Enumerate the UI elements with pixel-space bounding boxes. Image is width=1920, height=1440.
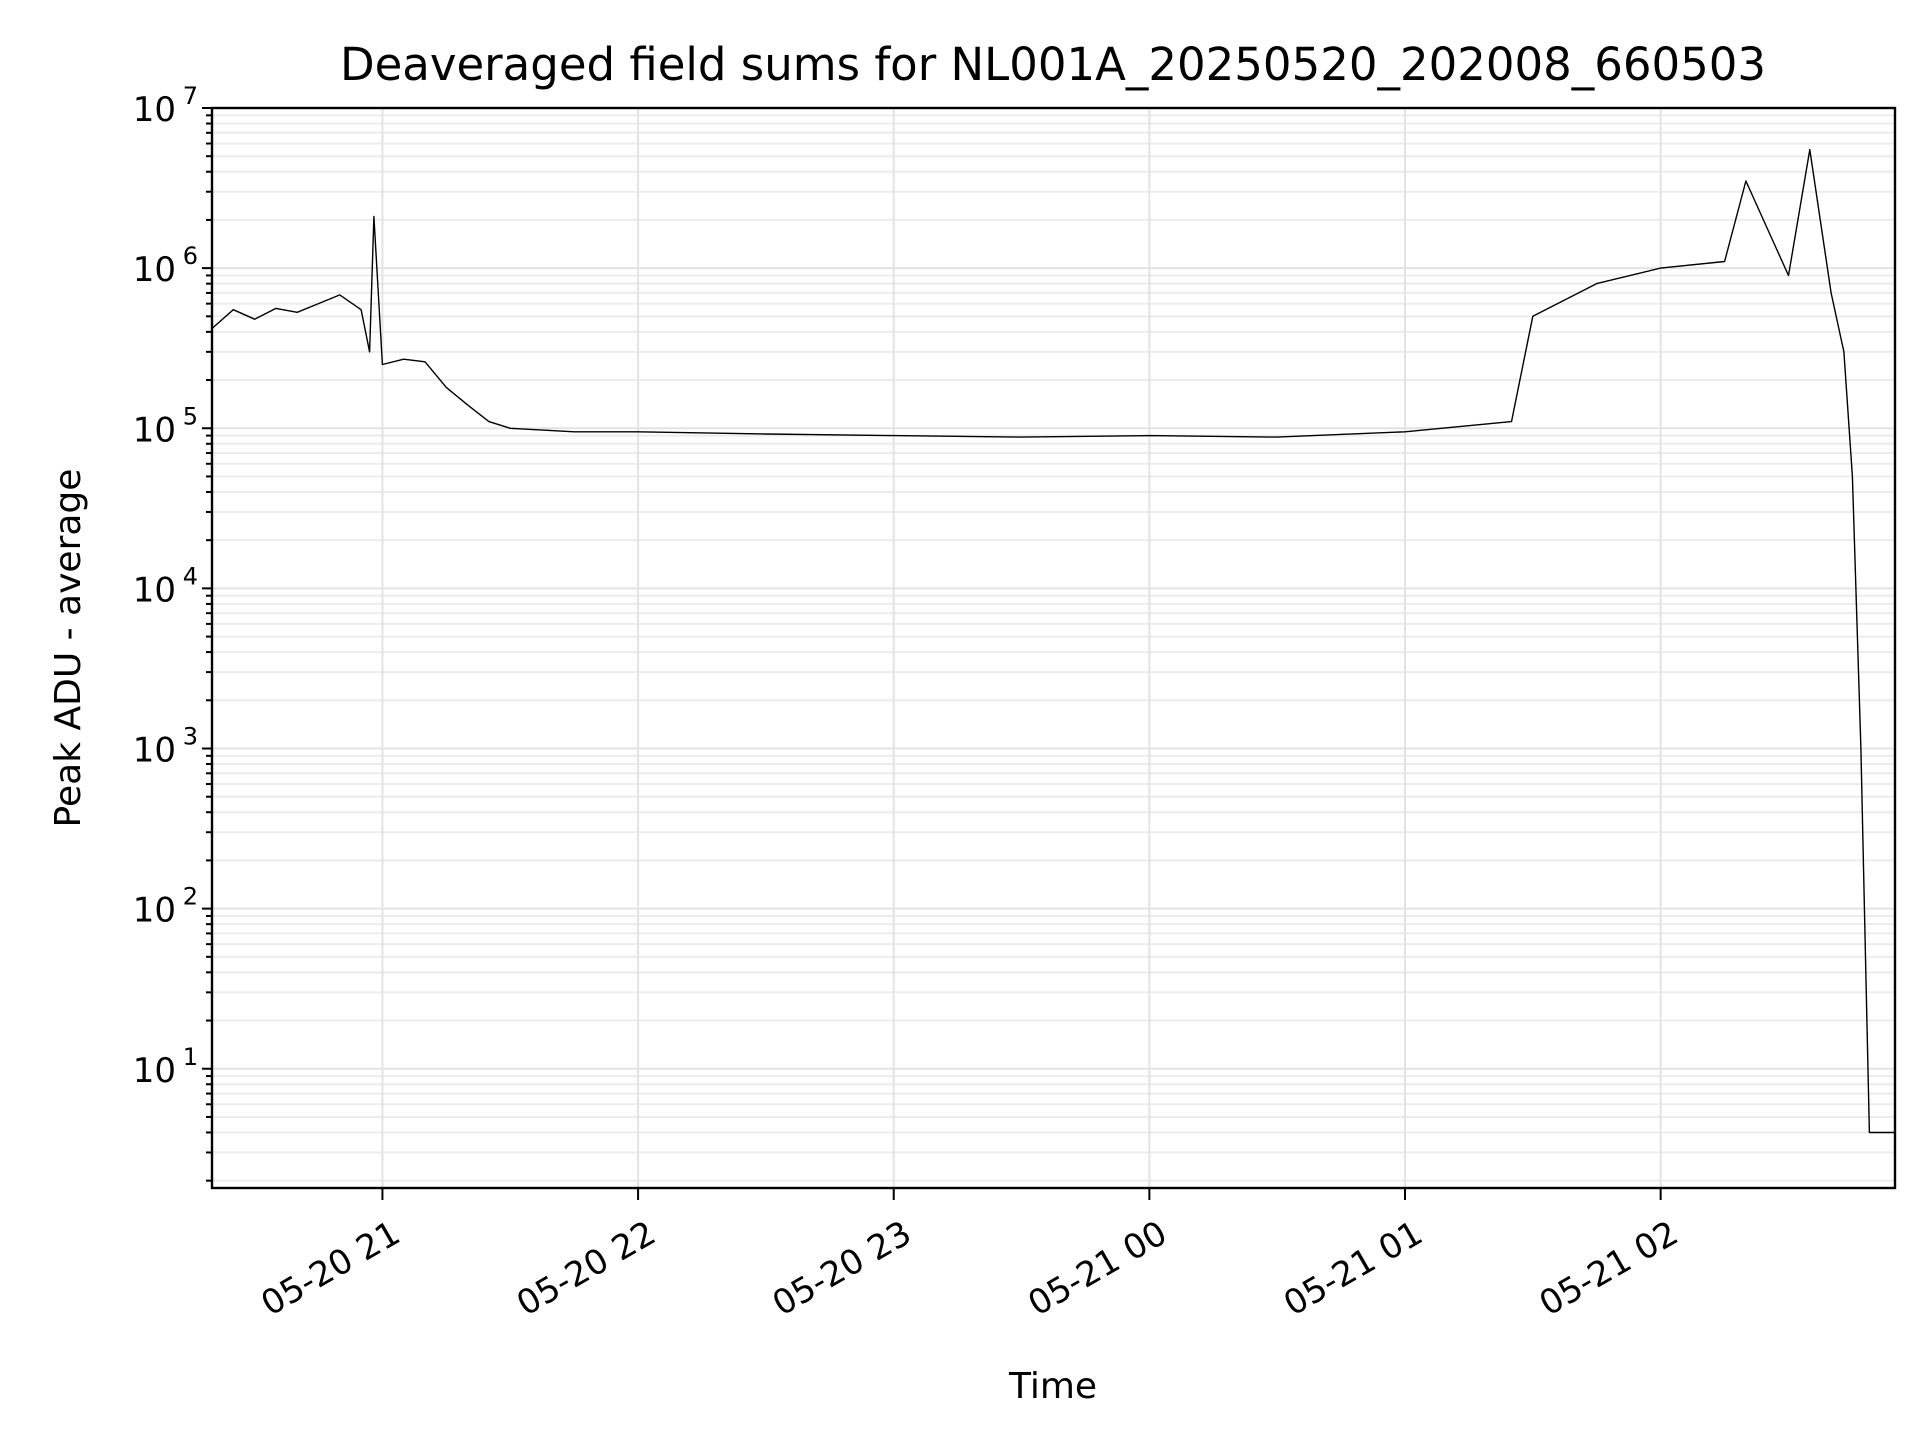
y-tick-label: 10 xyxy=(133,731,176,771)
x-axis: 05-20 21 05-20 22 05-20 23 05-21 00 05-21 01… xyxy=(255,1188,1685,1324)
y-tick-label: 10 xyxy=(133,570,176,610)
y-tick-exponent: 3 xyxy=(183,723,198,751)
y-tick-base: 10 xyxy=(133,1051,176,1091)
y-tick-label: 10 xyxy=(133,1051,176,1091)
y-tick-label: 10 xyxy=(133,410,176,450)
y-tick-base: 10 xyxy=(133,731,176,771)
y-tick-exponent: 5 xyxy=(183,402,198,430)
y-tick-base: 10 xyxy=(133,570,176,610)
y-tick-label: 10 xyxy=(133,250,176,290)
y-tick-exponent: 7 xyxy=(183,82,198,110)
grid-lines xyxy=(212,107,1895,1188)
y-tick-exponent: 1 xyxy=(183,1043,198,1071)
y-tick-label: 10 xyxy=(133,891,176,931)
y-tick-base: 10 xyxy=(133,410,176,450)
x-tick-label: 05-21 01 xyxy=(1277,1213,1429,1324)
series-line xyxy=(211,148,1895,1134)
y-tick-exponent: 2 xyxy=(183,883,198,911)
plot-frame xyxy=(210,106,1897,1190)
y-tick-label: 10 xyxy=(133,90,176,130)
y-tick-exponent: 4 xyxy=(183,562,198,590)
y-tick-base: 10 xyxy=(133,891,176,931)
chart-title: Deaveraged field sums for NL001A_2025052… xyxy=(340,38,1766,91)
x-tick-label: 05-20 22 xyxy=(510,1213,662,1324)
y-axis-label: Peak ADU - average xyxy=(48,469,89,828)
y-tick-base: 10 xyxy=(133,90,176,130)
y-tick-base: 10 xyxy=(133,250,176,290)
x-tick-label: 05-21 02 xyxy=(1533,1213,1685,1324)
y-tick-exponent: 6 xyxy=(183,242,198,270)
x-tick-label: 05-20 21 xyxy=(255,1213,407,1324)
x-axis-label: Time xyxy=(1008,1366,1097,1407)
x-tick-label: 05-20 23 xyxy=(766,1213,918,1324)
x-tick-label: 05-21 00 xyxy=(1021,1213,1173,1324)
